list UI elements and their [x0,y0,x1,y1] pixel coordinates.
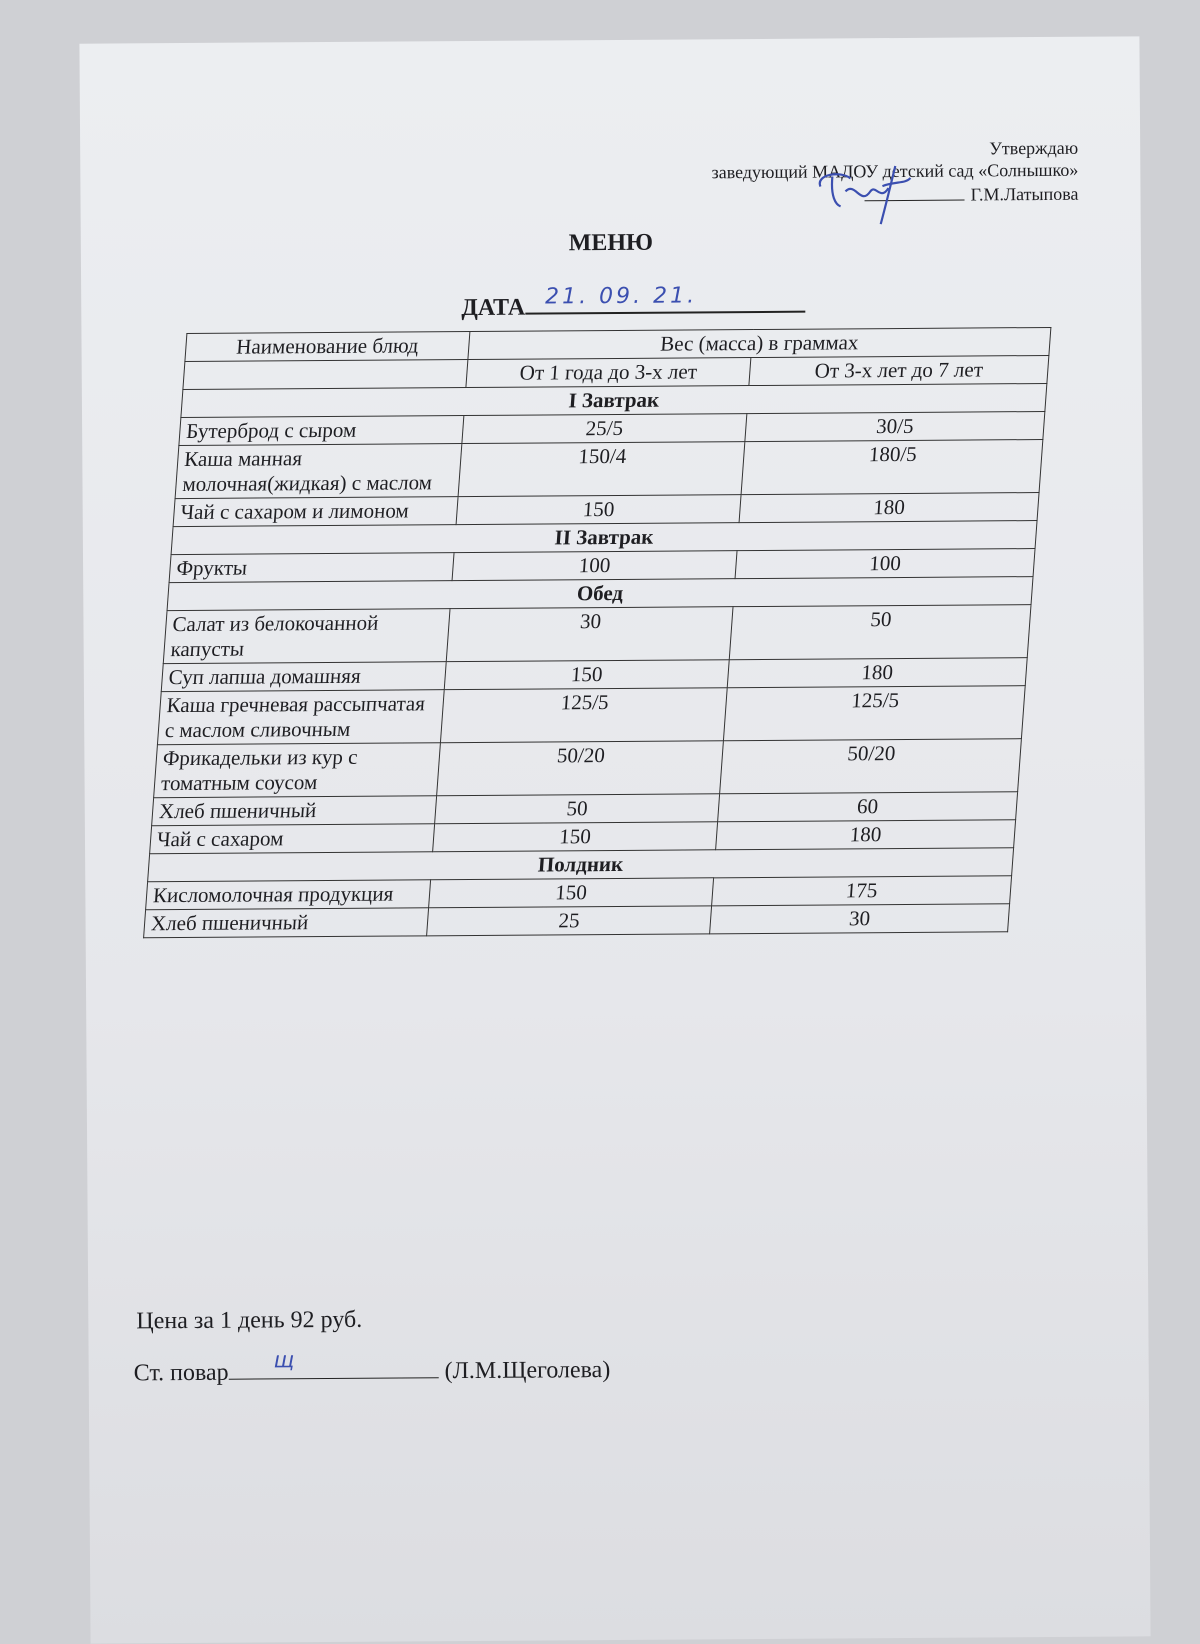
weight-3-7: 100 [735,548,1036,579]
weight-3-7: 180/5 [741,439,1043,495]
table-row: Фрикадельки из кур с томатным соусом 50/2… [153,738,1022,798]
weight-3-7: 180 [727,657,1028,688]
weight-1-3: 150 [432,821,718,852]
table-row: Хлеб пшеничный 25 30 [143,903,1010,938]
weight-3-7: 125/5 [723,685,1026,741]
dish-name: Суп лапша домашняя [161,661,447,692]
header-name: Наименование блюд [184,331,470,362]
date-label: ДАТА [461,294,526,322]
date-value: 21. 09. 21. [545,283,698,310]
weight-1-3: 25 [426,905,712,936]
dish-name: Фрикадельки из кур с томатным соусом [153,742,441,798]
cook-label: Ст. повар [133,1359,229,1387]
dish-name: Чай с сахаром [149,823,435,854]
cook-signature-line: Ст. повар щ (Л.М.Щеголева) [133,1348,611,1387]
weight-3-7: 50 [729,604,1032,660]
weight-1-3: 150 [428,877,714,908]
header-age-3-7: От 3-х лет до 7 лет [748,355,1049,386]
table-row: Каша гречневая рассыпчатая с маслом слив… [157,685,1026,745]
weight-1-3: 50/20 [436,740,724,796]
weight-1-3: 150/4 [458,441,745,497]
director-signature-icon [818,165,912,225]
cook-signature: щ [273,1348,295,1374]
weight-3-7: 30/5 [744,411,1045,442]
page-title: МЕНЮ [568,229,654,257]
dish-name: Каша гречневая рассыпчатая с маслом слив… [157,689,445,745]
dish-name: Хлеб пшеничный [151,795,437,826]
weight-3-7: 30 [709,903,1010,934]
date-field: ДАТА 21. 09. 21. [461,283,806,322]
document-page: Утверждаю заведующий МАДОУ детский сад «… [79,36,1151,1644]
weight-1-3: 30 [446,606,734,662]
weight-1-3: 25/5 [461,413,747,444]
weight-1-3: 125/5 [440,687,728,743]
dish-name: Бутерброд с сыром [178,415,464,446]
dish-name: Чай с сахаром и лимоном [173,496,459,527]
dish-name: Фрукты [169,552,455,583]
cook-name: (Л.М.Щеголева) [444,1357,611,1385]
dish-name: Салат из белокочанной капусты [163,608,451,664]
weight-3-7: 60 [717,791,1018,822]
table-row: Салат из белокочанной капусты 30 50 [163,604,1032,664]
weight-1-3: 100 [452,550,738,581]
dish-name: Кисломолочная продукция [145,879,431,910]
dish-name: Хлеб пшеничный [143,907,429,938]
menu-table: Наименование блюд Вес (масса) в граммах … [143,327,1051,938]
price-per-day: Цена за 1 день 92 руб. [136,1306,363,1335]
weight-3-7: 175 [711,875,1012,906]
dish-name: Каша манная молочная(жидкая) с маслом [175,443,462,499]
table-row: Каша манная молочная(жидкая) с маслом 150… [175,439,1043,499]
weight-3-7: 50/20 [719,738,1022,794]
header-weight: Вес (масса) в граммах [467,327,1051,360]
header-age-1-3: От 1 года до 3-х лет [465,357,751,388]
weight-1-3: 50 [434,793,720,824]
weight-1-3: 150 [444,659,730,690]
weight-3-7: 180 [715,819,1016,850]
weight-3-7: 180 [739,492,1040,523]
weight-1-3: 150 [456,494,742,525]
